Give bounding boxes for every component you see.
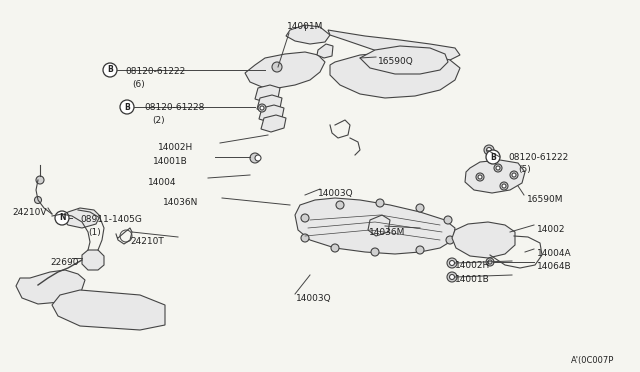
Text: 14004: 14004 — [148, 178, 177, 187]
Text: 16590M: 16590M — [527, 195, 563, 204]
Circle shape — [486, 150, 500, 164]
Polygon shape — [257, 95, 282, 112]
Circle shape — [371, 248, 379, 256]
Text: 08120-61222: 08120-61222 — [508, 153, 568, 162]
Text: 14064B: 14064B — [537, 262, 572, 271]
Text: 14036M: 14036M — [369, 228, 405, 237]
Polygon shape — [255, 85, 280, 102]
Text: A'(0C007P: A'(0C007P — [571, 356, 614, 365]
Circle shape — [512, 173, 516, 177]
Polygon shape — [368, 215, 390, 236]
Circle shape — [449, 275, 454, 279]
Text: 22690: 22690 — [50, 258, 79, 267]
Text: (2): (2) — [152, 116, 164, 125]
Circle shape — [250, 153, 260, 163]
Text: 14001B: 14001B — [455, 275, 490, 284]
Polygon shape — [245, 52, 325, 88]
Circle shape — [301, 214, 309, 222]
Text: 08120-61228: 08120-61228 — [144, 103, 204, 112]
Text: 08911-1405G: 08911-1405G — [80, 215, 142, 224]
Circle shape — [488, 260, 492, 264]
Circle shape — [500, 182, 508, 190]
Text: (1): (1) — [88, 228, 100, 237]
Text: 24210V: 24210V — [12, 208, 47, 217]
Text: 16590Q: 16590Q — [378, 57, 413, 66]
Circle shape — [55, 211, 69, 225]
Circle shape — [484, 145, 494, 155]
Polygon shape — [82, 250, 104, 270]
Text: 08120-61222: 08120-61222 — [125, 67, 185, 76]
Circle shape — [120, 100, 134, 114]
Circle shape — [376, 199, 384, 207]
Circle shape — [486, 148, 492, 153]
Text: B: B — [124, 103, 130, 112]
Polygon shape — [259, 105, 284, 122]
Circle shape — [331, 244, 339, 252]
Polygon shape — [16, 270, 85, 304]
Polygon shape — [360, 46, 448, 74]
Text: B: B — [490, 153, 496, 161]
Circle shape — [416, 246, 424, 254]
Polygon shape — [317, 44, 333, 58]
Circle shape — [36, 176, 44, 184]
Circle shape — [494, 164, 502, 172]
Circle shape — [260, 106, 264, 110]
Text: 14002: 14002 — [537, 225, 566, 234]
Circle shape — [476, 173, 484, 181]
Circle shape — [255, 155, 261, 161]
Polygon shape — [62, 208, 100, 228]
Text: 14002H: 14002H — [158, 143, 193, 152]
Circle shape — [258, 104, 266, 112]
Circle shape — [496, 166, 500, 170]
Text: N: N — [59, 214, 65, 222]
Polygon shape — [465, 160, 525, 193]
Circle shape — [447, 258, 457, 268]
Text: B: B — [107, 65, 113, 74]
Polygon shape — [328, 30, 460, 60]
Circle shape — [444, 216, 452, 224]
Text: 14036N: 14036N — [163, 198, 198, 207]
Text: (5): (5) — [518, 165, 531, 174]
Text: 14001B: 14001B — [153, 157, 188, 166]
Text: 24210T: 24210T — [130, 237, 164, 246]
Circle shape — [103, 63, 117, 77]
Circle shape — [336, 201, 344, 209]
Polygon shape — [261, 115, 286, 132]
Polygon shape — [286, 25, 330, 44]
Text: 14002H: 14002H — [455, 261, 490, 270]
Circle shape — [502, 184, 506, 188]
Circle shape — [486, 258, 494, 266]
Circle shape — [478, 175, 482, 179]
Polygon shape — [452, 222, 515, 258]
Text: (6): (6) — [132, 80, 145, 89]
Text: 14003Q: 14003Q — [296, 294, 332, 303]
Circle shape — [510, 171, 518, 179]
Circle shape — [416, 204, 424, 212]
Circle shape — [446, 236, 454, 244]
Circle shape — [272, 62, 282, 72]
Circle shape — [449, 260, 454, 266]
Text: 14001M: 14001M — [287, 22, 323, 31]
Text: 14004A: 14004A — [537, 249, 572, 258]
Circle shape — [301, 234, 309, 242]
Circle shape — [447, 272, 457, 282]
Polygon shape — [295, 198, 455, 254]
Text: 14003Q: 14003Q — [318, 189, 354, 198]
Circle shape — [35, 196, 42, 203]
Polygon shape — [52, 290, 165, 330]
Polygon shape — [330, 52, 460, 98]
